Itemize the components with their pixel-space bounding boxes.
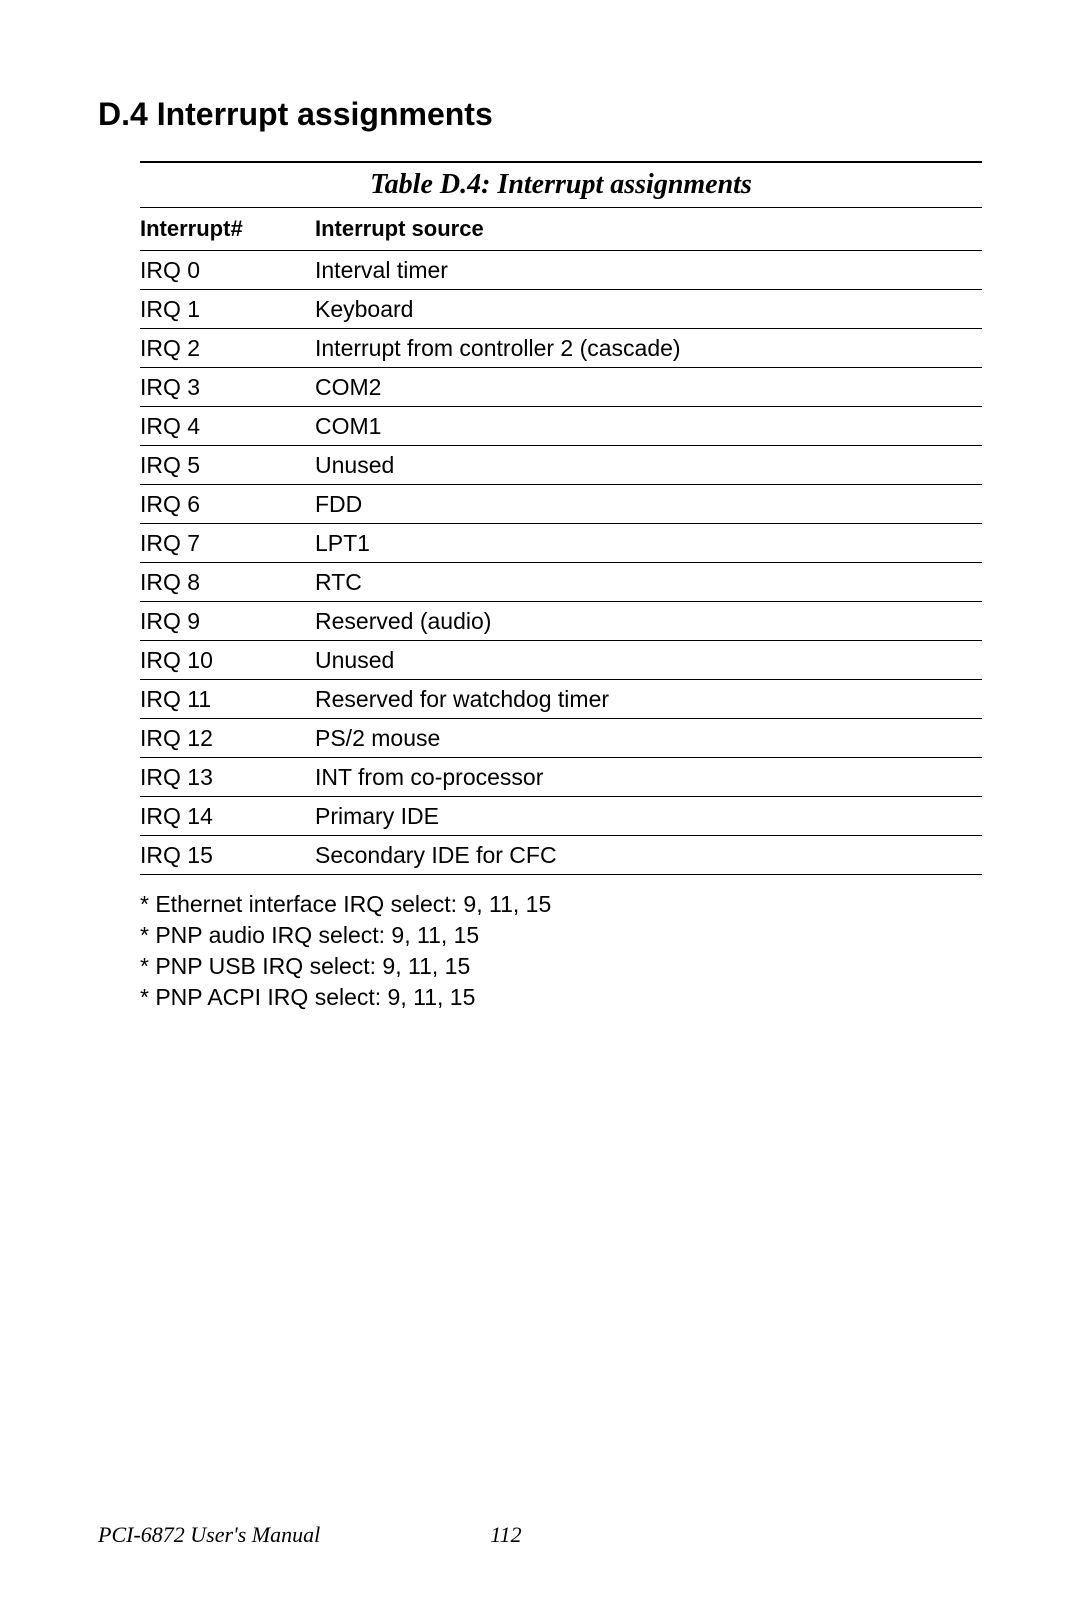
table-row: IRQ 15Secondary IDE for CFC	[140, 836, 982, 875]
cell-interrupt: IRQ 10	[140, 647, 315, 674]
table-row: IRQ 11Reserved for watchdog timer	[140, 680, 982, 719]
footnote-line: * PNP audio IRQ select: 9, 11, 15	[140, 920, 982, 951]
cell-source: Reserved for watchdog timer	[315, 686, 982, 713]
footer-page-number: 112	[490, 1522, 521, 1548]
footnote-line: * PNP ACPI IRQ select: 9, 11, 15	[140, 982, 982, 1013]
cell-source: Unused	[315, 452, 982, 479]
table-row: IRQ 2Interrupt from controller 2 (cascad…	[140, 329, 982, 368]
table-row: IRQ 14Primary IDE	[140, 797, 982, 836]
cell-interrupt: IRQ 12	[140, 725, 315, 752]
cell-source: RTC	[315, 569, 982, 596]
page: D.4 Interrupt assignments Table D.4: Int…	[0, 0, 1080, 1013]
cell-interrupt: IRQ 14	[140, 803, 315, 830]
table-row: IRQ 3COM2	[140, 368, 982, 407]
table-row: IRQ 12PS/2 mouse	[140, 719, 982, 758]
table-row: IRQ 13INT from co-processor	[140, 758, 982, 797]
cell-source: LPT1	[315, 530, 982, 557]
table-row: IRQ 0Interval timer	[140, 251, 982, 290]
cell-source: COM2	[315, 374, 982, 401]
cell-source: COM1	[315, 413, 982, 440]
table-row: IRQ 9Reserved (audio)	[140, 602, 982, 641]
interrupt-table: Table D.4: Interrupt assignments Interru…	[140, 161, 982, 875]
cell-interrupt: IRQ 6	[140, 491, 315, 518]
table-row: IRQ 8RTC	[140, 563, 982, 602]
section-heading: D.4 Interrupt assignments	[98, 96, 982, 133]
footnotes: * Ethernet interface IRQ select: 9, 11, …	[140, 889, 982, 1013]
cell-source: INT from co-processor	[315, 764, 982, 791]
cell-interrupt: IRQ 4	[140, 413, 315, 440]
cell-interrupt: IRQ 3	[140, 374, 315, 401]
cell-interrupt: IRQ 9	[140, 608, 315, 635]
footnote-line: * Ethernet interface IRQ select: 9, 11, …	[140, 889, 982, 920]
cell-source: Reserved (audio)	[315, 608, 982, 635]
table-row: IRQ 1Keyboard	[140, 290, 982, 329]
cell-source: FDD	[315, 491, 982, 518]
cell-interrupt: IRQ 13	[140, 764, 315, 791]
table-row: IRQ 7LPT1	[140, 524, 982, 563]
cell-interrupt: IRQ 0	[140, 257, 315, 284]
cell-source: Secondary IDE for CFC	[315, 842, 982, 869]
cell-interrupt: IRQ 2	[140, 335, 315, 362]
table-row: IRQ 5Unused	[140, 446, 982, 485]
cell-source: Primary IDE	[315, 803, 982, 830]
footer-manual-title: PCI-6872 User's Manual	[98, 1522, 320, 1548]
cell-interrupt: IRQ 5	[140, 452, 315, 479]
table-body: IRQ 0Interval timerIRQ 1KeyboardIRQ 2Int…	[140, 251, 982, 875]
table-caption: Table D.4: Interrupt assignments	[140, 163, 982, 207]
table-header-source: Interrupt source	[315, 216, 982, 242]
cell-source: PS/2 mouse	[315, 725, 982, 752]
table-header-interrupt: Interrupt#	[140, 216, 315, 242]
cell-interrupt: IRQ 15	[140, 842, 315, 869]
cell-source: Keyboard	[315, 296, 982, 323]
cell-source: Unused	[315, 647, 982, 674]
cell-interrupt: IRQ 1	[140, 296, 315, 323]
table-row: IRQ 4COM1	[140, 407, 982, 446]
cell-interrupt: IRQ 7	[140, 530, 315, 557]
cell-interrupt: IRQ 8	[140, 569, 315, 596]
cell-interrupt: IRQ 11	[140, 686, 315, 713]
page-footer: PCI-6872 User's Manual 112	[98, 1522, 982, 1548]
table-row: IRQ 10Unused	[140, 641, 982, 680]
table-row: IRQ 6FDD	[140, 485, 982, 524]
cell-source: Interval timer	[315, 257, 982, 284]
footnote-line: * PNP USB IRQ select: 9, 11, 15	[140, 951, 982, 982]
cell-source: Interrupt from controller 2 (cascade)	[315, 335, 982, 362]
table-header-row: Interrupt# Interrupt source	[140, 208, 982, 250]
